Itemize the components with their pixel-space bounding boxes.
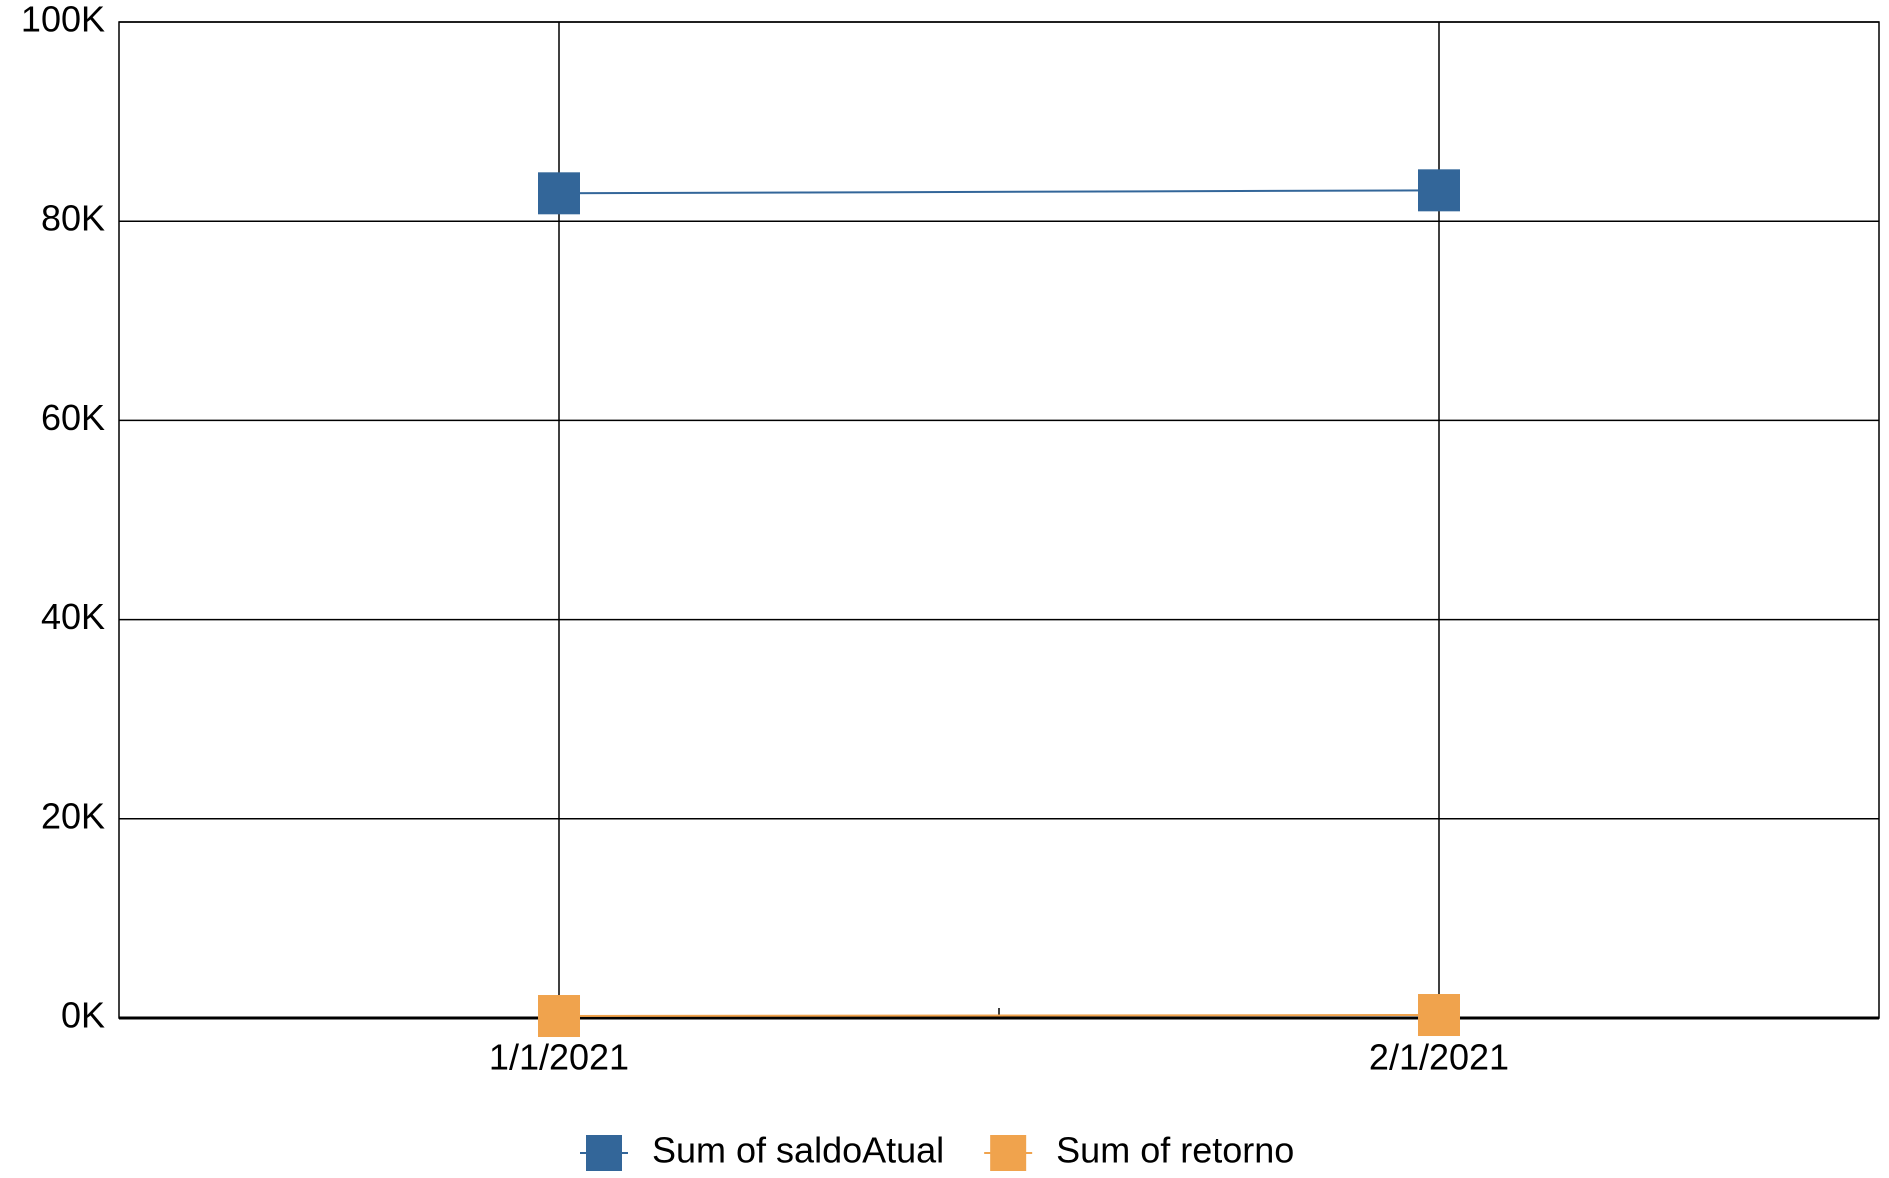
y-tick-label: 20K [41, 795, 105, 836]
y-tick-label: 80K [41, 198, 105, 239]
legend-label: Sum of saldoAtual [652, 1130, 944, 1171]
plot-frame [118, 21, 1880, 1019]
y-tick-label: 0K [61, 995, 105, 1036]
series-line [558, 1014, 1440, 1018]
marker [538, 172, 580, 215]
y-tick-label: 100K [21, 0, 105, 40]
marker [1418, 169, 1460, 212]
marker [1418, 994, 1460, 1037]
y-tick-label: 60K [41, 397, 105, 438]
x-tick-label: 2/1/2021 [1369, 1037, 1509, 1078]
series-line [558, 189, 1440, 195]
y-tick-label: 40K [41, 596, 105, 637]
legend-label: Sum of retorno [1056, 1130, 1294, 1171]
legend-swatch [990, 1135, 1027, 1171]
marker [538, 995, 580, 1038]
legend-swatch [586, 1135, 622, 1171]
x-tick-label: 1/1/2021 [489, 1037, 629, 1078]
